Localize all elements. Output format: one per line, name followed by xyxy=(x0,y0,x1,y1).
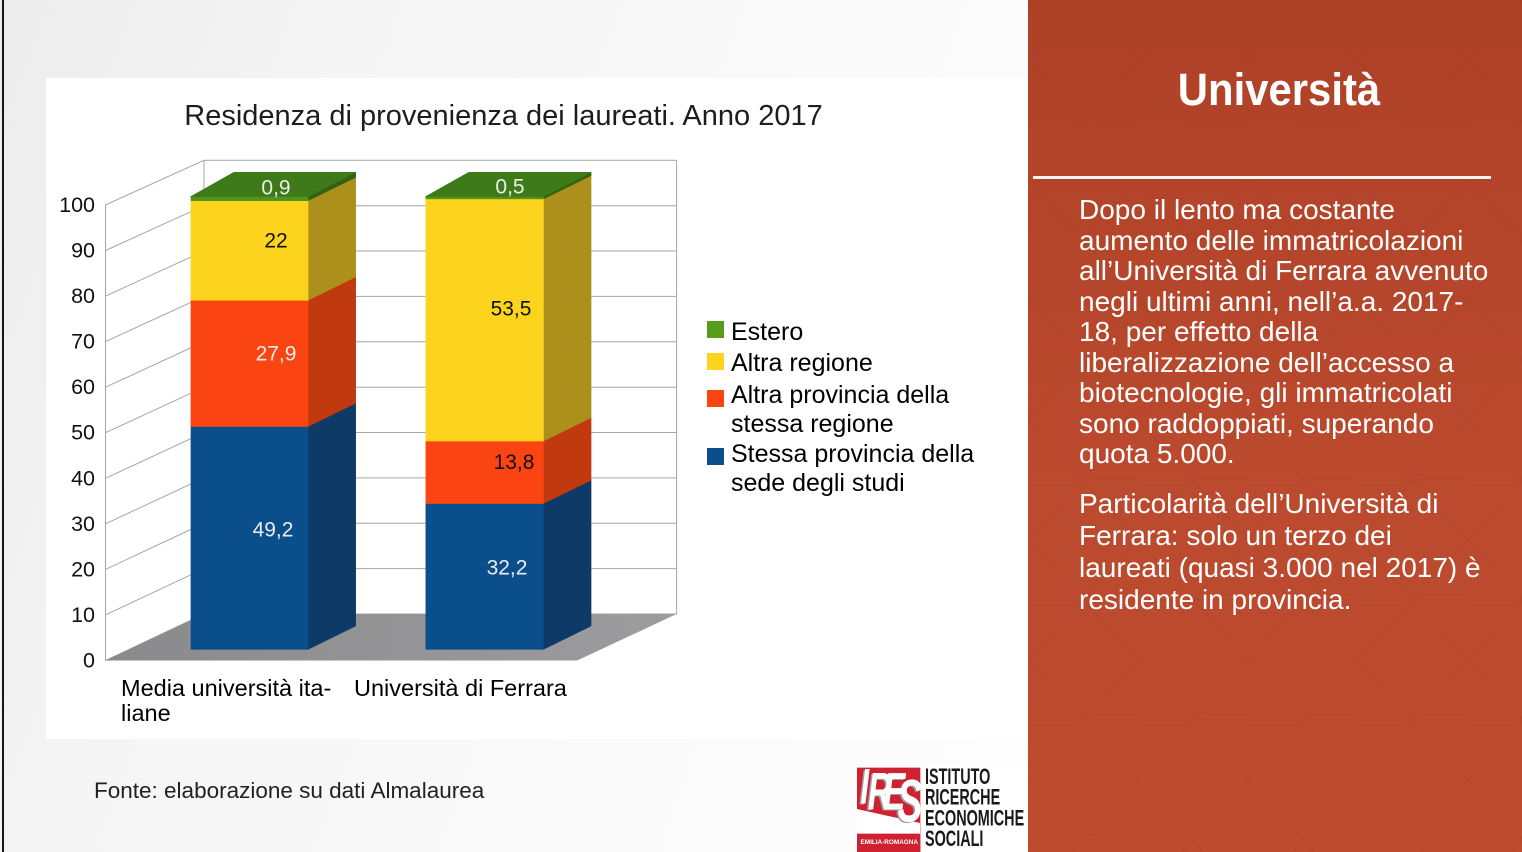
svg-text:E: E xyxy=(883,765,906,822)
svg-text:ECONOMICHE: ECONOMICHE xyxy=(925,805,1024,830)
svg-text:40: 40 xyxy=(71,466,95,490)
svg-text:RICERCHE: RICERCHE xyxy=(925,785,1000,810)
svg-text:E: E xyxy=(882,765,905,823)
svg-text:32,2: 32,2 xyxy=(487,557,528,580)
svg-text:R: R xyxy=(868,765,892,822)
svg-text:22: 22 xyxy=(264,230,287,253)
svg-text:100: 100 xyxy=(59,193,95,217)
svg-text:70: 70 xyxy=(71,330,95,354)
svg-text:R: R xyxy=(866,765,890,823)
svg-text:S: S xyxy=(898,767,923,834)
svg-text:30: 30 xyxy=(71,512,95,536)
svg-text:13,8: 13,8 xyxy=(494,451,535,474)
svg-text:27,9: 27,9 xyxy=(256,343,297,366)
svg-text:ISTITUTO: ISTITUTO xyxy=(925,765,990,789)
svg-text:53,5: 53,5 xyxy=(491,298,532,321)
svg-text:80: 80 xyxy=(71,284,95,308)
svg-text:0,5: 0,5 xyxy=(495,176,524,199)
svg-text:49,2: 49,2 xyxy=(253,519,294,542)
svg-text:I: I xyxy=(860,765,870,814)
svg-text:I: I xyxy=(859,765,869,815)
svg-text:0: 0 xyxy=(83,649,95,673)
svg-text:50: 50 xyxy=(71,421,95,445)
svg-text:SOCIALI: SOCIALI xyxy=(925,826,983,851)
svg-text:EMILIA-ROMAGNA: EMILIA-ROMAGNA xyxy=(861,839,919,846)
svg-text:90: 90 xyxy=(71,239,95,263)
svg-text:S: S xyxy=(896,768,921,835)
svg-text:20: 20 xyxy=(71,557,95,581)
svg-text:10: 10 xyxy=(71,603,95,627)
svg-text:0,9: 0,9 xyxy=(261,177,290,200)
svg-text:60: 60 xyxy=(71,375,95,399)
